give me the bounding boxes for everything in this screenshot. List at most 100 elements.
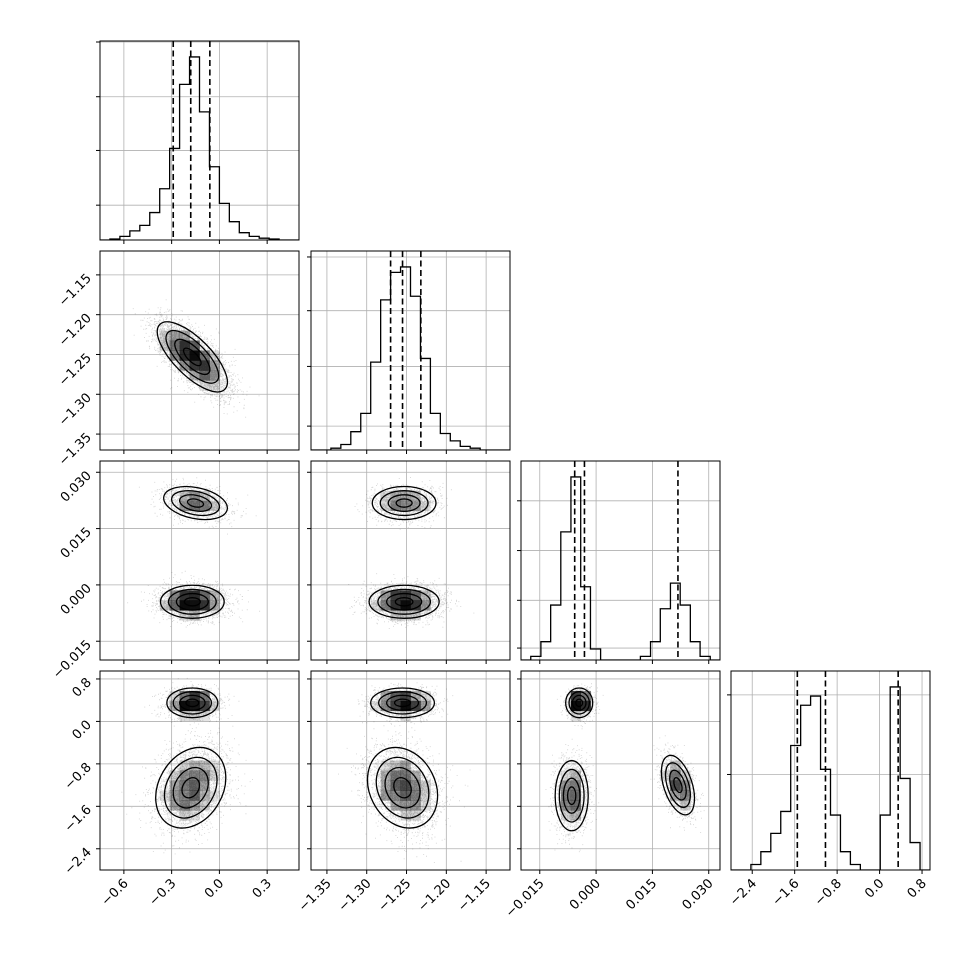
density-cell bbox=[420, 590, 431, 601]
density-layer bbox=[338, 682, 471, 863]
density-cell bbox=[410, 770, 421, 781]
density-cell bbox=[670, 780, 681, 791]
histogram-series bbox=[311, 251, 510, 450]
contour-0-0 bbox=[394, 597, 414, 607]
scatter-panel-2-1 bbox=[307, 460, 511, 664]
density-layer bbox=[132, 299, 260, 418]
density-cell bbox=[560, 790, 572, 801]
density-cell bbox=[400, 760, 411, 771]
contour-1-0 bbox=[566, 786, 577, 806]
x-tick-label: 0.030 bbox=[680, 876, 717, 913]
density-cell bbox=[410, 700, 421, 712]
contour-0-2 bbox=[375, 756, 430, 819]
contour-1-0 bbox=[393, 698, 412, 708]
density-cell bbox=[370, 600, 381, 611]
contour-1-3 bbox=[163, 485, 229, 521]
density-cell bbox=[400, 780, 411, 791]
panel-frame bbox=[310, 250, 511, 451]
y-tick-label: −2.4 bbox=[62, 845, 95, 878]
density-cell bbox=[420, 600, 431, 611]
density-cell bbox=[179, 780, 190, 791]
density-cell bbox=[420, 790, 431, 801]
density-cell bbox=[400, 800, 411, 811]
contour-2-0 bbox=[673, 777, 683, 794]
density-cell bbox=[420, 800, 431, 811]
density-cell bbox=[169, 330, 180, 341]
x-tick-label: 0.015 bbox=[623, 876, 660, 913]
y-tick-label: 0.030 bbox=[58, 468, 95, 505]
x-tick-label: 0.8 bbox=[905, 876, 930, 901]
x-tick-label: −0.3 bbox=[147, 876, 180, 909]
density-cell bbox=[199, 590, 210, 601]
density-cell bbox=[570, 780, 581, 791]
density-cell bbox=[390, 760, 401, 771]
x-tick-label: −1.35 bbox=[296, 876, 335, 915]
y-tick-label: 0.8 bbox=[70, 675, 95, 700]
histogram-panel-2 bbox=[517, 460, 721, 664]
density-cell bbox=[199, 370, 210, 381]
density-cell bbox=[410, 490, 421, 502]
density-cell bbox=[560, 770, 572, 781]
histogram-step-line bbox=[521, 476, 720, 660]
contour-0-3 bbox=[155, 746, 227, 829]
contour-1-2 bbox=[172, 691, 213, 715]
density-cell bbox=[410, 600, 421, 611]
x-tick-label: −1.15 bbox=[455, 876, 494, 915]
contour-0-2 bbox=[163, 756, 218, 819]
contour-0-0 bbox=[182, 347, 202, 367]
contour-1-3 bbox=[166, 687, 219, 719]
density-cell bbox=[209, 790, 220, 801]
x-tick-label: 0.0 bbox=[862, 876, 887, 901]
density-cell bbox=[670, 760, 681, 771]
density-cell bbox=[179, 800, 190, 811]
density-cell bbox=[560, 780, 572, 791]
scatter-panel-3-2: −0.015 0.000 0.015 0.030 bbox=[503, 670, 721, 921]
density-cell bbox=[209, 760, 220, 771]
density-cell bbox=[370, 700, 381, 712]
density-cell bbox=[169, 770, 180, 781]
scatter-panel-1-0: −1.35−1.30−1.25−1.20−1.15 bbox=[56, 250, 300, 469]
density-cell bbox=[159, 340, 170, 351]
density-cell bbox=[199, 500, 210, 512]
histogram-panel-0 bbox=[96, 40, 300, 244]
density-cell bbox=[189, 770, 200, 781]
density-cell bbox=[179, 760, 190, 771]
density-layer bbox=[348, 477, 475, 629]
contour-0-0 bbox=[183, 597, 201, 607]
panel-frame bbox=[310, 460, 511, 661]
contour-1-0 bbox=[395, 498, 413, 508]
density-cell bbox=[159, 600, 170, 611]
density-cell bbox=[199, 490, 210, 502]
contour-1-3 bbox=[370, 687, 436, 719]
x-tick-label: 0.3 bbox=[250, 876, 275, 901]
contour-0-1 bbox=[174, 338, 211, 376]
x-tick-label: −1.6 bbox=[770, 876, 803, 909]
contour-1-2 bbox=[170, 490, 221, 517]
density-cell bbox=[420, 500, 431, 512]
density-cell bbox=[189, 590, 200, 601]
scatter-points bbox=[348, 477, 475, 629]
contour-0-3 bbox=[156, 321, 229, 393]
density-cell bbox=[199, 690, 210, 702]
density-cell bbox=[179, 500, 190, 512]
panel-frame bbox=[99, 670, 300, 871]
scatter-panel-3-0: −2.4 −1.6 −0.8 0.0 0.8 −0.6 −0.3 0.0 0.3 bbox=[62, 670, 300, 909]
panel-frame bbox=[99, 250, 300, 451]
density-cell bbox=[199, 800, 210, 811]
density-cell bbox=[410, 790, 421, 801]
density-cell bbox=[380, 770, 391, 781]
contour-1-1 bbox=[385, 694, 420, 711]
histogram-panel-1 bbox=[307, 250, 511, 454]
scatter-panel-3-1: −1.35 −1.30 −1.25 −1.20 −1.15 bbox=[296, 670, 511, 915]
density-cell bbox=[390, 800, 401, 811]
density-cell bbox=[199, 770, 210, 781]
density-cell bbox=[209, 350, 220, 361]
density-cell bbox=[400, 770, 411, 781]
density-cell bbox=[390, 780, 401, 791]
x-tick-label: −2.4 bbox=[727, 876, 760, 909]
density-cell bbox=[390, 600, 401, 611]
panel-frame bbox=[310, 670, 511, 871]
histogram-step-line bbox=[100, 56, 299, 240]
y-tick-label: 0.0 bbox=[70, 718, 95, 743]
panel-frame bbox=[99, 460, 300, 661]
